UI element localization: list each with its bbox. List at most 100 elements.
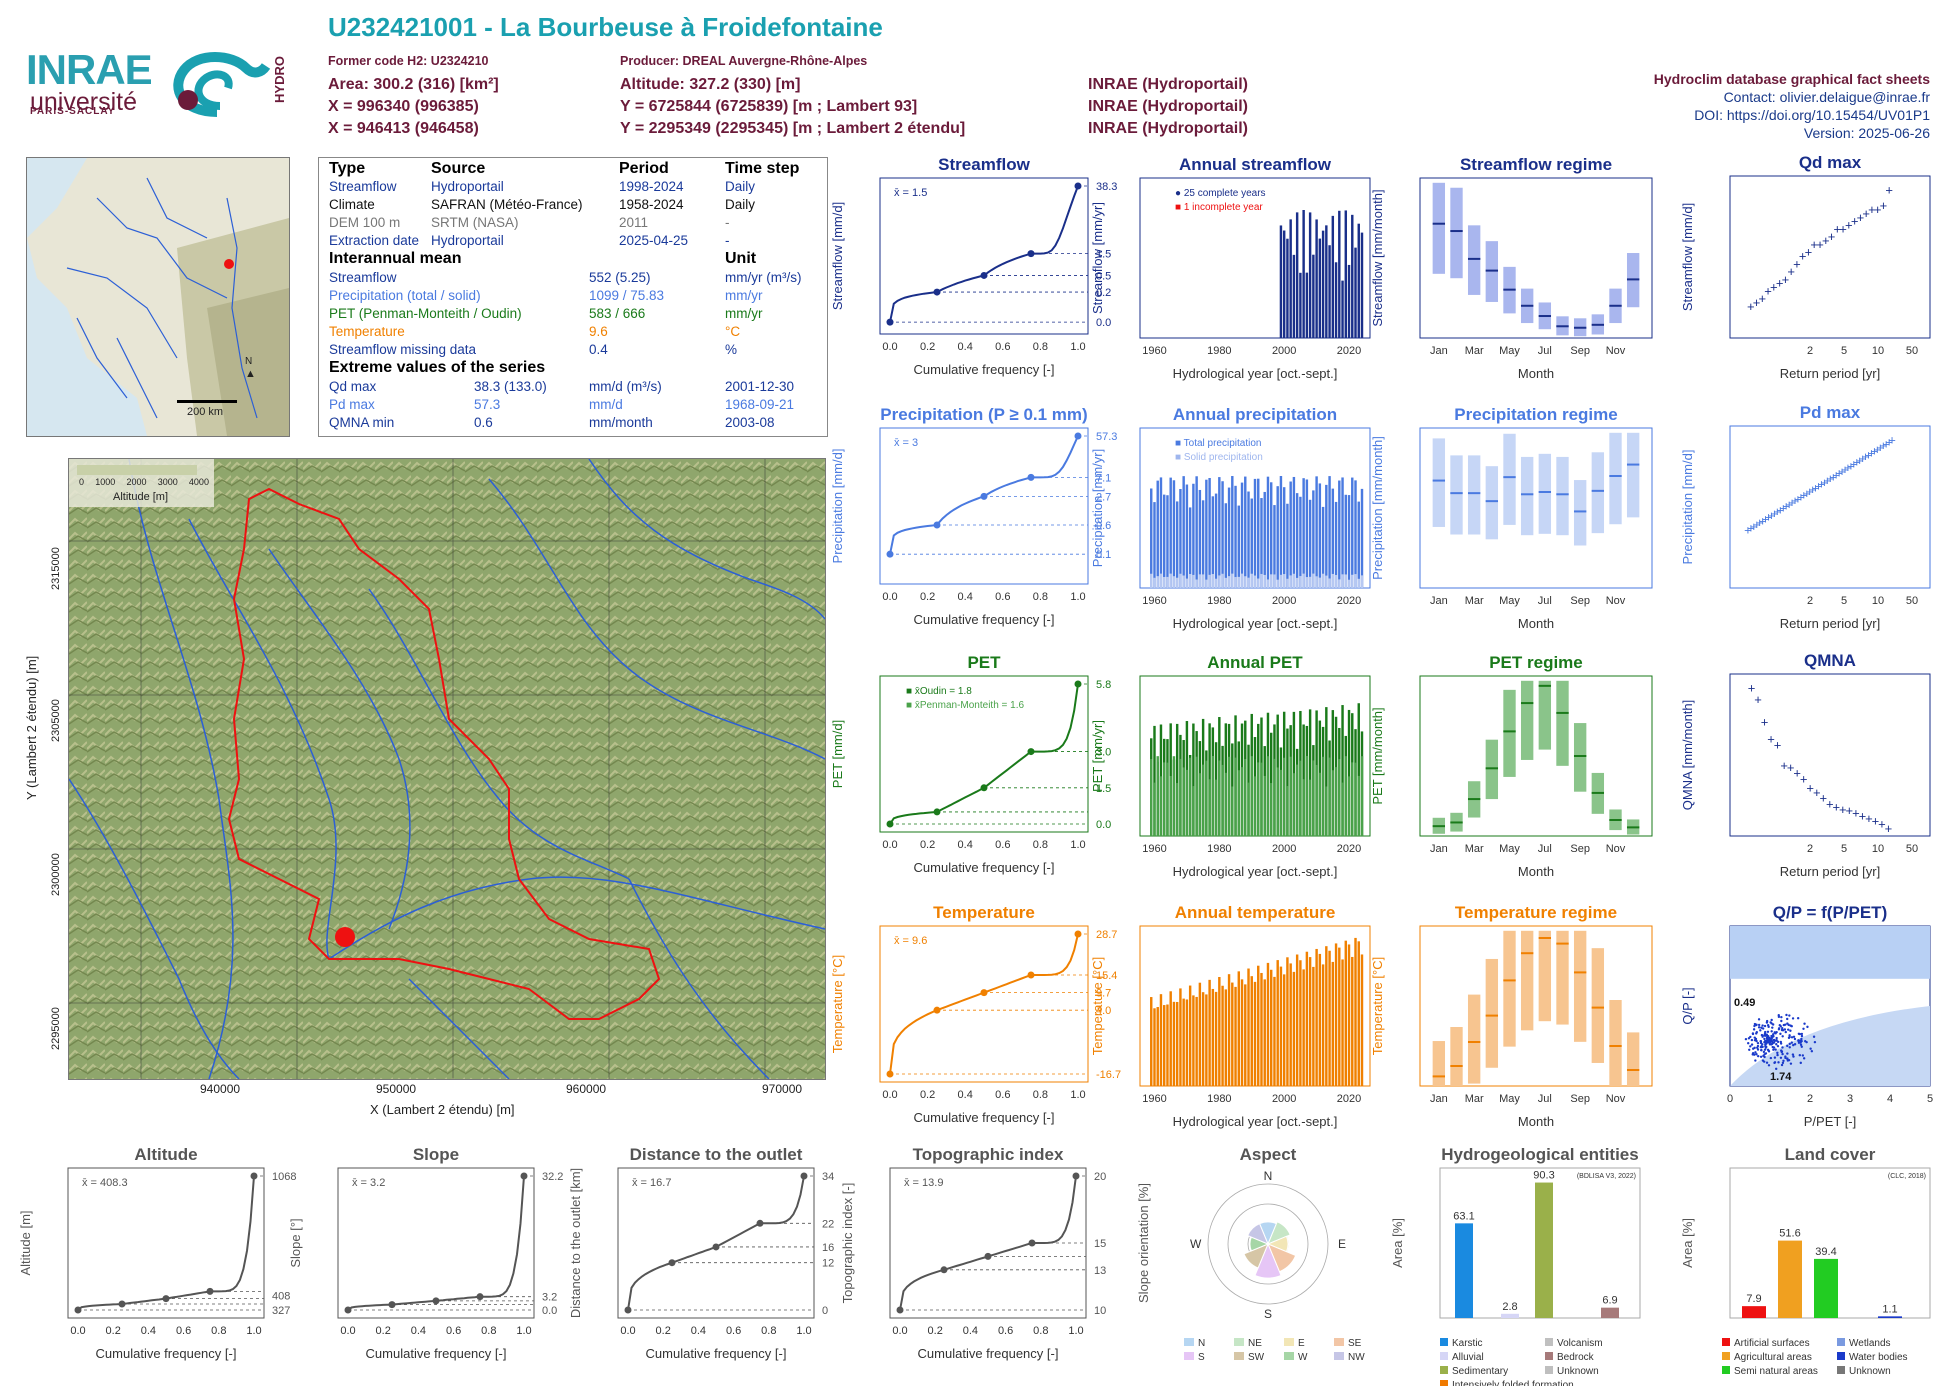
y-axis-label: QMNA [mm/month]	[1680, 700, 1695, 811]
x-tick-label: 4	[1887, 1093, 1893, 1105]
scatter-point	[1780, 1057, 1782, 1059]
bar	[1176, 501, 1178, 588]
regime-box	[1556, 681, 1568, 766]
right-tick-label: 1068	[272, 1171, 296, 1183]
x-tick-label: 1.0	[1068, 1325, 1083, 1337]
bar-secondary	[1231, 786, 1233, 836]
bar	[1150, 488, 1152, 588]
scatter-point	[1809, 1047, 1811, 1049]
scatter-point	[1772, 1023, 1774, 1025]
scatter-point	[1757, 1055, 1759, 1057]
bar-secondary	[1264, 776, 1266, 836]
bar	[1186, 999, 1188, 1086]
scatter-point	[1785, 1031, 1787, 1033]
regime-box	[1503, 434, 1515, 525]
bar-secondary	[1182, 767, 1184, 836]
chart-title: Q/P = f(P/PET)	[1773, 903, 1887, 922]
right-tick-label: 28.7	[1096, 929, 1117, 941]
bar	[1354, 480, 1356, 588]
x-tick-label: 2020	[1337, 345, 1361, 357]
bar	[1283, 487, 1285, 588]
x-tick-label: 5	[1841, 345, 1847, 357]
bar	[1247, 492, 1249, 588]
bar	[1176, 1002, 1178, 1086]
annotation: 1.74	[1770, 1071, 1792, 1083]
x-tick-label: 1980	[1207, 345, 1231, 357]
plot-frame	[618, 1168, 814, 1318]
scatter-point	[1776, 1052, 1778, 1054]
scatter-point	[1803, 1057, 1805, 1059]
bar-secondary	[1205, 580, 1207, 588]
bar	[1286, 239, 1288, 338]
scatter-point	[1761, 1036, 1763, 1038]
bar	[1215, 494, 1217, 588]
x-tick-label: 10	[1872, 345, 1884, 357]
bar	[1306, 952, 1308, 1086]
x-tick-label: 0.4	[958, 341, 973, 353]
bar	[1270, 482, 1272, 588]
bar	[1328, 951, 1330, 1086]
x-tick-label: Jan	[1430, 345, 1448, 357]
data-label: 1.1	[1882, 1303, 1897, 1315]
x-axis-label: Return period [yr]	[1780, 864, 1880, 879]
bar-secondary	[1247, 578, 1249, 588]
bar	[1455, 1223, 1473, 1318]
bar-secondary	[1244, 759, 1246, 836]
bar	[1153, 1008, 1155, 1086]
chart-title: PET regime	[1489, 653, 1583, 672]
chart-title: Topographic index	[913, 1145, 1064, 1164]
regime-box	[1486, 959, 1498, 1068]
chart-title: Aspect	[1240, 1145, 1297, 1164]
x-axis-label: Month	[1518, 366, 1554, 381]
bar-secondary	[1341, 574, 1343, 588]
x-tick-label: 1960	[1142, 843, 1166, 855]
regime-box	[1627, 1032, 1639, 1086]
cdf-line	[78, 1176, 254, 1310]
x-tick-label: 1960	[1142, 595, 1166, 607]
bar	[1348, 944, 1350, 1086]
bar-secondary	[1251, 756, 1253, 836]
regime-box	[1556, 457, 1568, 535]
bar-secondary	[1312, 760, 1314, 836]
bar	[1267, 477, 1269, 588]
legend-item: Unknown	[1557, 1366, 1599, 1377]
legend-item: Volcanism	[1557, 1338, 1603, 1349]
x-tick-label: 0.6	[995, 591, 1010, 603]
bar-secondary	[1283, 574, 1285, 588]
bar-secondary	[1173, 756, 1175, 836]
bar-secondary	[1348, 580, 1350, 588]
bar	[1225, 989, 1227, 1086]
x-tick-label: Nov	[1606, 345, 1626, 357]
bar	[1260, 973, 1262, 1086]
x-tick-label: 1	[1767, 1093, 1773, 1105]
bar	[1225, 503, 1227, 588]
chart-title: Annual PET	[1207, 653, 1303, 672]
bar	[1319, 954, 1321, 1086]
data-point: +	[1885, 821, 1893, 836]
scatter-point	[1762, 1059, 1764, 1061]
legend-item: Intensively folded formation	[1452, 1380, 1574, 1386]
bar-secondary	[1160, 574, 1162, 588]
bar	[1166, 1004, 1168, 1086]
x-tick-label: 50	[1906, 595, 1918, 607]
bar-secondary	[1276, 580, 1278, 588]
legend-item: NW	[1348, 1352, 1365, 1363]
x-tick-label: 0.0	[882, 839, 897, 851]
x-tick-label: 0.0	[620, 1325, 635, 1337]
bar-secondary	[1195, 757, 1197, 836]
bar	[1234, 987, 1236, 1086]
x-tick-label: 2000	[1272, 345, 1296, 357]
x-tick-label: Jan	[1430, 1093, 1448, 1105]
bar	[1280, 476, 1282, 588]
chart-title: Temperature regime	[1455, 903, 1617, 922]
chart-title: QMNA	[1804, 651, 1856, 670]
bar	[1309, 212, 1311, 338]
bar-secondary	[1286, 579, 1288, 588]
scatter-point	[1788, 1034, 1790, 1036]
bar	[1345, 210, 1347, 338]
legend-swatch	[1837, 1366, 1845, 1374]
x-tick-label: 0.4	[963, 1325, 978, 1337]
x-tick-label: 0.4	[958, 839, 973, 851]
right-tick-label: 57.3	[1096, 431, 1117, 443]
